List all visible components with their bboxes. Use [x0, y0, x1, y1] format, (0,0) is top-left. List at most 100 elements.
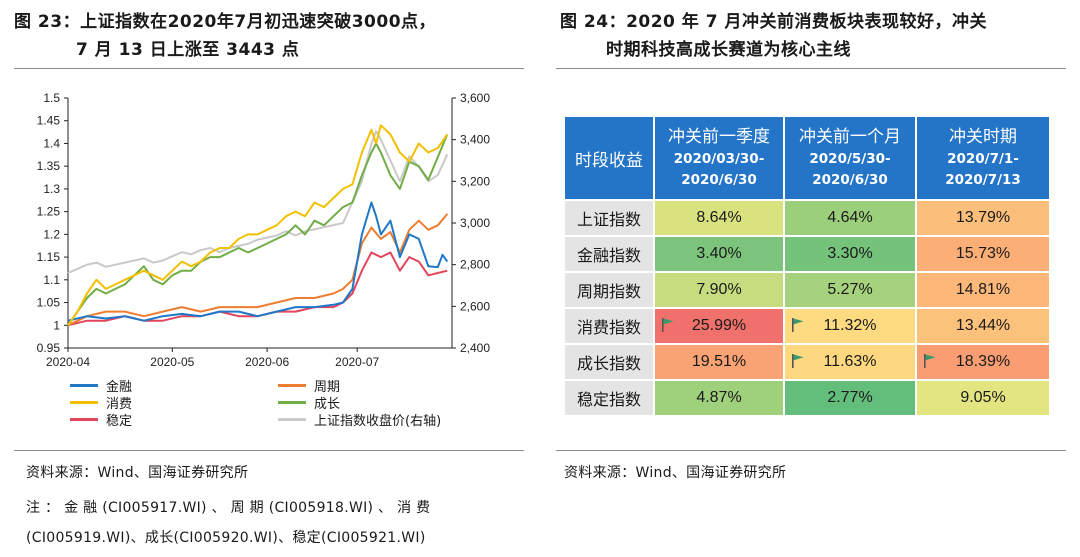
legend-swatch [70, 383, 98, 387]
cell-value: 25.99% [691, 317, 747, 334]
table-cell: 9.05% [917, 381, 1049, 415]
table-row: 稳定指数 4.87% 2.77% 9.05% [565, 381, 1049, 415]
table-header-row: 时段收益 冲关前一季度 2020/03/30- 2020/6/30 冲关前一个月… [565, 117, 1049, 199]
x-tick-label: 2020-05 [150, 355, 194, 369]
table-cell: 11.32% [785, 309, 915, 343]
col-header-date-start: 2020/5/30- [809, 151, 891, 167]
col-header-pre-month: 冲关前一个月 2020/5/30- 2020/6/30 [785, 117, 915, 199]
x-tick-label: 2020-06 [245, 355, 289, 369]
left-y-tick-label: 1.4 [43, 136, 60, 150]
title-divider-right [556, 68, 1066, 69]
series-line-3 [67, 134, 449, 326]
figure-23-title-line1: 图 23：上证指数在2020年7月初迅速突破3000点， [14, 12, 437, 32]
legend-item: 稳定 [70, 411, 133, 429]
left-y-tick-label: 1.35 [37, 159, 61, 173]
figure-24-title: 图 24：2020 年 7 月冲关前消费板块表现较好，冲关 时期科技高成长赛道为… [560, 8, 1070, 64]
col-header-date-end: 2020/7/13 [945, 172, 1021, 188]
figure-23-note: 注 ： 金 融 (CI005917.WI) 、 周 期 (CI005918.WI… [26, 493, 526, 553]
flag-icon [924, 354, 936, 368]
cell-value: 2.77% [827, 389, 873, 406]
table-cell: 11.63% [785, 345, 915, 379]
cell-value: 13.44% [955, 317, 1011, 334]
legend-item: 周期 [278, 377, 340, 395]
col-header-title: 冲关时期 [949, 127, 1017, 147]
left-y-tick-label: 1.05 [37, 296, 61, 310]
row-label: 成长指数 [565, 345, 653, 379]
figure-23-title: 图 23：上证指数在2020年7月初迅速突破3000点， 7 月 13 日上涨至… [14, 8, 524, 64]
cell-value: 5.27% [827, 281, 873, 298]
cell-value: 3.30% [827, 245, 873, 262]
legend-item: 消费 [70, 394, 133, 412]
col-header-breakthrough: 冲关时期 2020/7/1- 2020/7/13 [917, 117, 1049, 199]
row-label: 上证指数 [565, 201, 653, 235]
col-header-title: 冲关前一季度 [668, 127, 770, 147]
figure-24-title-line1: 图 24：2020 年 7 月冲关前消费板块表现较好，冲关 [560, 12, 987, 32]
table-cell: 25.99% [655, 309, 783, 343]
table-bottom-divider [556, 450, 1066, 451]
table-row: 消费指数 25.99% 11.32% 13.44% [565, 309, 1049, 343]
cell-value: 8.64% [696, 209, 742, 226]
note-line-2: (CI005919.WI)、成长(CI005920.WI)、稳定(CI00592… [26, 530, 426, 546]
cell-value: 18.39% [955, 353, 1011, 370]
row-label: 稳定指数 [565, 381, 653, 415]
table-corner-header: 时段收益 [565, 117, 653, 199]
legend-label: 消费 [106, 396, 133, 412]
right-y-tick-label: 3,000 [460, 216, 490, 230]
title-divider-left [14, 68, 524, 69]
left-y-tick-label: 0.95 [37, 341, 61, 355]
flag-icon [662, 318, 674, 332]
table-cell: 4.87% [655, 381, 783, 415]
table-row: 上证指数 8.64% 4.64% 13.79% [565, 201, 1049, 235]
col-header-date-end: 2020/6/30 [812, 172, 888, 188]
legend-label: 成长 [314, 396, 341, 412]
table-cell: 15.73% [917, 237, 1049, 271]
table-cell: 5.27% [785, 273, 915, 307]
flag-icon [792, 354, 804, 368]
table-cell: 3.40% [655, 237, 783, 271]
cell-value: 11.32% [823, 317, 877, 334]
chart-bottom-divider [14, 450, 524, 451]
left-y-tick-label: 1.1 [43, 273, 60, 287]
cell-value: 3.40% [696, 245, 742, 262]
table-cell: 13.44% [917, 309, 1049, 343]
row-label: 消费指数 [565, 309, 653, 343]
line-chart-panel: 0.95 1 1.05 1.1 1.15 1.2 1.25 1.3 1.35 1.4 1.45 1.5… [14, 72, 524, 440]
cell-value: 15.73% [955, 245, 1011, 262]
table-cell: 4.64% [785, 201, 915, 235]
cell-value: 13.79% [955, 209, 1011, 226]
figure-24-source: 资料来源：Wind、国海证券研究所 [564, 465, 787, 481]
cell-value: 4.64% [827, 209, 873, 226]
col-header-pre-quarter: 冲关前一季度 2020/03/30- 2020/6/30 [655, 117, 783, 199]
table-cell: 13.79% [917, 201, 1049, 235]
table-cell: 19.51% [655, 345, 783, 379]
table-cell: 8.64% [655, 201, 783, 235]
line-chart: 0.95 1 1.05 1.1 1.15 1.2 1.25 1.3 1.35 1.4 1.45 1.5… [37, 91, 491, 369]
legend-label: 稳定 [106, 413, 133, 429]
legend-swatch [278, 383, 306, 387]
legend-item: 金融 [70, 377, 132, 395]
legend-item: 成长 [278, 394, 341, 412]
left-y-tick-label: 1.2 [43, 227, 60, 241]
table-cell: 7.90% [655, 273, 783, 307]
right-y-tick-label: 3,400 [460, 133, 490, 147]
cell-value: 4.87% [696, 389, 742, 406]
legend-swatch [70, 417, 98, 421]
right-y-tick-label: 3,200 [460, 174, 490, 188]
table-row: 周期指数 7.90% 5.27% 14.81% [565, 273, 1049, 307]
series-line-1 [67, 213, 449, 327]
cell-value: 7.90% [696, 281, 742, 298]
legend-swatch [278, 400, 306, 404]
left-y-tick-label: 1.5 [43, 91, 60, 105]
col-header-title: 冲关前一个月 [799, 127, 901, 147]
sector-returns-table: 时段收益 冲关前一季度 2020/03/30- 2020/6/30 冲关前一个月… [563, 115, 1051, 417]
left-y-tick-label: 1.25 [37, 205, 61, 219]
cell-value: 9.05% [960, 389, 1006, 406]
table-cell: 3.30% [785, 237, 915, 271]
series-line-5 [67, 130, 449, 274]
table-cell: 18.39% [917, 345, 1049, 379]
row-label: 金融指数 [565, 237, 653, 271]
table-cell: 14.81% [917, 273, 1049, 307]
right-y-tick-label: 2,400 [460, 341, 490, 355]
figure-23-title-line2: 7 月 13 日上涨至 3443 点 [76, 40, 300, 60]
col-header-date-start: 2020/03/30- [673, 151, 765, 167]
